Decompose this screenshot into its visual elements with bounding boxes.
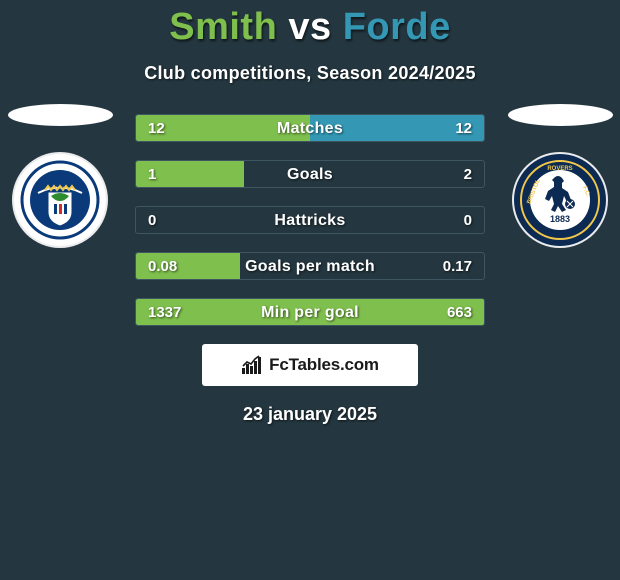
stat-label: Matches	[136, 115, 484, 142]
player2-pill	[508, 104, 613, 126]
player1-name: Smith	[169, 6, 277, 48]
stat-label: Goals per match	[136, 253, 484, 280]
vs-separator: vs	[288, 6, 331, 48]
stat-row: 1212Matches	[135, 114, 485, 142]
subtitle: Club competitions, Season 2024/2025	[0, 63, 620, 84]
left-player-column: WIGAN ATHLETIC	[0, 104, 120, 246]
stat-row: 00Hattricks	[135, 206, 485, 234]
stat-row: 12Goals	[135, 160, 485, 188]
stat-label: Min per goal	[136, 299, 484, 326]
player2-club-crest: ROVERS BRISTOL F.C. 1883	[514, 154, 606, 246]
stat-bars: 1212Matches 12Goals 00Hattricks 0.080.17Goa…	[135, 114, 485, 326]
page-title: Smith vs Forde	[0, 0, 620, 49]
player1-club-crest: WIGAN ATHLETIC	[14, 154, 106, 246]
fctables-logo-icon	[241, 355, 263, 375]
svg-text:ROVERS: ROVERS	[547, 166, 572, 172]
stat-label: Hattricks	[136, 207, 484, 234]
player1-pill	[8, 104, 113, 126]
svg-text:1883: 1883	[550, 214, 570, 224]
right-player-column: ROVERS BRISTOL F.C. 1883	[500, 104, 620, 246]
branding-text: FcTables.com	[269, 355, 379, 375]
stat-label: Goals	[136, 161, 484, 188]
player2-name: Forde	[343, 6, 451, 48]
snapshot-date: 23 january 2025	[0, 404, 620, 425]
stat-row: 1337663Min per goal	[135, 298, 485, 326]
branding-box: FcTables.com	[202, 344, 418, 386]
stat-row: 0.080.17Goals per match	[135, 252, 485, 280]
comparison-content: WIGAN ATHLETIC ROVERS BRISTOL F.C.	[0, 114, 620, 326]
